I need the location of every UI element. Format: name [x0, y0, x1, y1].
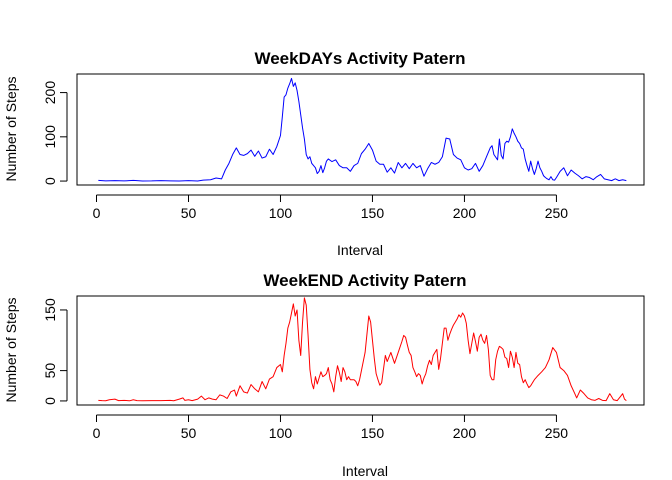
weekend-plot-frame [76, 295, 645, 406]
weekend-series-line [98, 297, 627, 402]
weekday-x-tick-label: 200 [453, 205, 477, 221]
weekday-x-tick-label: 50 [181, 205, 197, 221]
weekend-x-tick-label: 50 [181, 425, 197, 441]
weekend-x-tick-label: 0 [93, 425, 101, 441]
weekday-y-axis-label: Number of Steps [3, 76, 19, 181]
weekday-x-tick-label: 0 [93, 205, 101, 221]
weekday-x-tick-label: 250 [545, 205, 569, 221]
weekday-x-axis-label: Interval [337, 242, 383, 258]
weekend-y-tick-label: 0 [42, 397, 58, 405]
weekend-y-axis-label: Number of Steps [3, 297, 19, 402]
weekend-x-tick-label: 150 [361, 425, 385, 441]
weekday-series-line [98, 77, 627, 182]
weekend-panel: WeekEND Activity Patern Interval Number … [3, 271, 645, 479]
weekday-plot-frame [76, 73, 645, 186]
weekday-y-tick-label: 100 [42, 125, 58, 149]
weekday-chart-title: WeekDAYs Activity Patern [254, 49, 465, 68]
weekend-y-tick-label: 150 [42, 298, 58, 322]
weekend-y-tick-label: 50 [42, 363, 58, 379]
weekday-y-tick-label: 200 [42, 81, 58, 105]
weekday-x-tick-label: 100 [269, 205, 293, 221]
weekend-x-axis-label: Interval [342, 463, 388, 479]
weekend-x-tick-label: 100 [269, 425, 293, 441]
weekday-panel: WeekDAYs Activity Patern Interval Number… [3, 49, 645, 258]
weekend-x-tick-label: 250 [545, 425, 569, 441]
weekend-chart-title: WeekEND Activity Patern [263, 271, 466, 290]
weekday-y-tick-label: 0 [42, 177, 58, 185]
weekday-x-tick-label: 150 [361, 205, 385, 221]
weekend-x-tick-label: 200 [453, 425, 477, 441]
